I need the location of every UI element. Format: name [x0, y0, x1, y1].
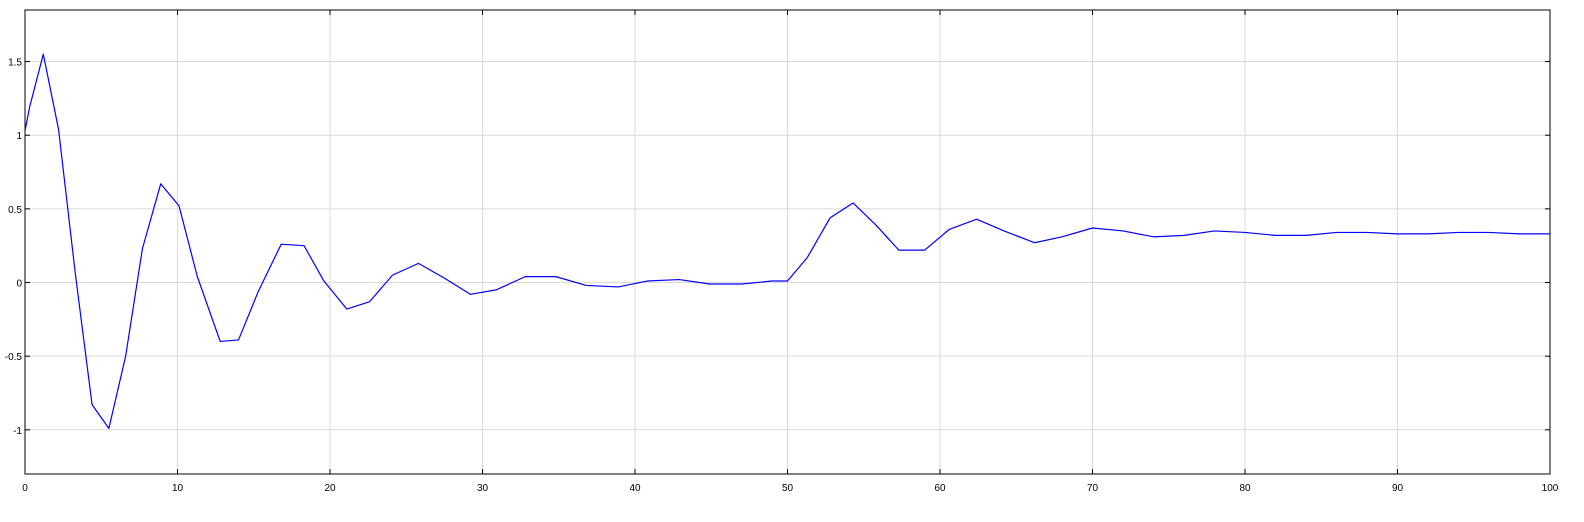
grid-lines	[24, 10, 1551, 474]
x-tick-label: 0	[22, 483, 28, 494]
x-tick-label: 100	[1542, 483, 1559, 494]
data-series	[24, 53, 1550, 429]
x-tick-label: 40	[629, 483, 641, 494]
x-tick-label: 20	[324, 483, 336, 494]
tick-marks	[24, 10, 1551, 474]
series-line-0	[24, 53, 1550, 429]
y-axis-tick-labels: -1 -0.5 0 0.5 1 1.5	[5, 58, 23, 437]
y-tick-label: 0	[16, 279, 22, 290]
y-tick-label: -0.5	[5, 352, 23, 363]
x-tick-label: 90	[1392, 483, 1404, 494]
x-tick-label: 80	[1239, 483, 1251, 494]
x-tick-label: 30	[477, 483, 489, 494]
y-tick-label: 0.5	[8, 205, 22, 216]
x-tick-label: 60	[934, 483, 946, 494]
x-tick-label: 10	[172, 483, 184, 494]
y-tick-label: -1	[13, 426, 22, 437]
y-tick-label: 1	[16, 131, 22, 142]
x-tick-label: 70	[1087, 483, 1099, 494]
y-tick-label: 1.5	[8, 58, 22, 69]
x-tick-label: 50	[782, 483, 794, 494]
x-axis-tick-labels: 0 10 20 30 40 50 60 70 80 90 100	[22, 483, 1559, 494]
